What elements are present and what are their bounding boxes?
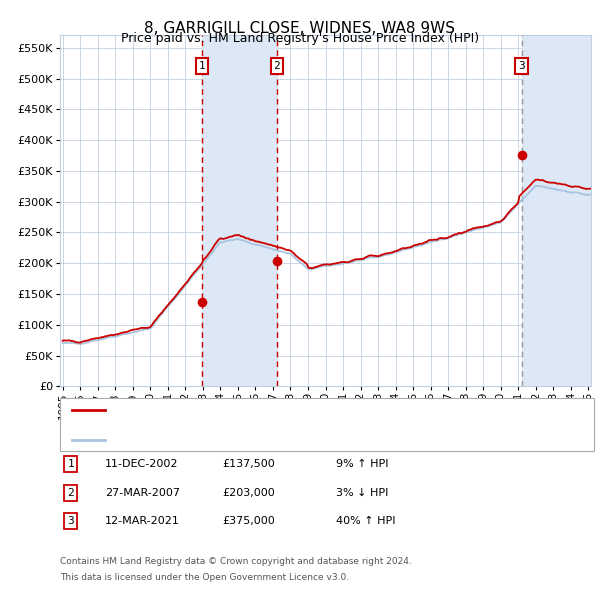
Text: 11-DEC-2002: 11-DEC-2002 [105, 460, 179, 469]
Text: 40% ↑ HPI: 40% ↑ HPI [336, 516, 395, 526]
Text: Price paid vs. HM Land Registry's House Price Index (HPI): Price paid vs. HM Land Registry's House … [121, 32, 479, 45]
Text: 1: 1 [199, 61, 206, 71]
Text: 3: 3 [518, 61, 525, 71]
Text: 8, GARRIGILL CLOSE, WIDNES, WA8 9WS: 8, GARRIGILL CLOSE, WIDNES, WA8 9WS [145, 21, 455, 35]
Text: 2: 2 [67, 488, 74, 497]
Text: 1: 1 [67, 460, 74, 469]
Text: £137,500: £137,500 [222, 460, 275, 469]
Text: 2: 2 [274, 61, 280, 71]
Text: 27-MAR-2007: 27-MAR-2007 [105, 488, 180, 497]
Bar [521, 35, 597, 386]
Text: 3: 3 [67, 516, 74, 526]
Bar [202, 35, 277, 386]
Text: 12-MAR-2021: 12-MAR-2021 [105, 516, 180, 526]
Text: HPI: Average price, detached house, Halton: HPI: Average price, detached house, Halt… [111, 435, 349, 444]
Text: £375,000: £375,000 [222, 516, 275, 526]
Text: £203,000: £203,000 [222, 488, 275, 497]
Text: 9% ↑ HPI: 9% ↑ HPI [336, 460, 389, 469]
Text: 3% ↓ HPI: 3% ↓ HPI [336, 488, 388, 497]
Text: This data is licensed under the Open Government Licence v3.0.: This data is licensed under the Open Gov… [60, 572, 349, 582]
Text: Contains HM Land Registry data © Crown copyright and database right 2024.: Contains HM Land Registry data © Crown c… [60, 557, 412, 566]
Text: 8, GARRIGILL CLOSE, WIDNES, WA8 9WS (detached house): 8, GARRIGILL CLOSE, WIDNES, WA8 9WS (det… [111, 405, 433, 415]
